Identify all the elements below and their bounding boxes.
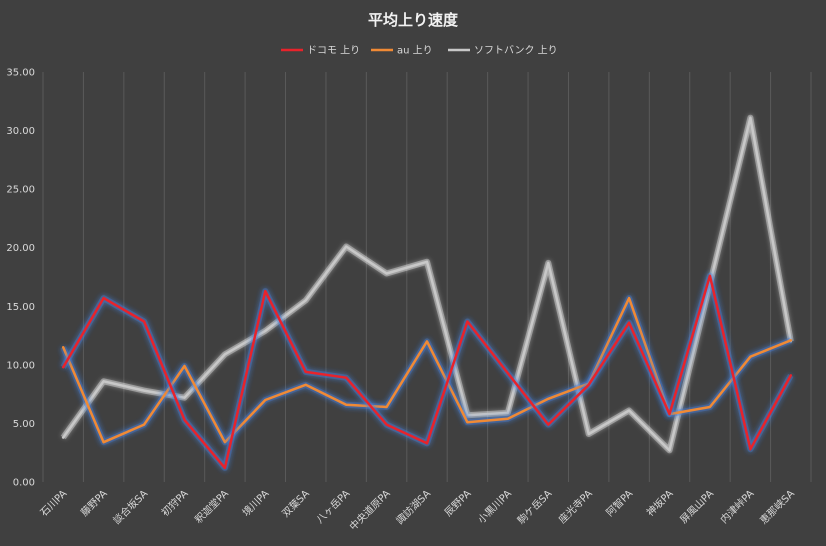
legend-item: ソフトバンク 上り: [448, 45, 558, 57]
x-tick-label: 阿智PA: [603, 487, 635, 519]
series-2: [60, 114, 794, 454]
x-tick-label: 中央道原PA: [347, 487, 393, 533]
y-tick-label: 30.00: [6, 126, 35, 137]
legend-item: au 上り: [371, 45, 433, 57]
x-tick-label: 座光寺PA: [556, 487, 595, 526]
y-tick-label: 25.00: [6, 185, 35, 196]
x-tick-label: 恵那峡SA: [757, 487, 797, 527]
legend: ドコモ 上り au 上り ソフトバンク 上り: [281, 45, 558, 57]
legend-item: ドコモ 上り: [281, 45, 360, 57]
y-tick-label: 15.00: [6, 302, 35, 313]
x-tick-label: 境川PA: [239, 487, 271, 519]
x-tick-label: 藤野PA: [78, 488, 109, 519]
y-axis-ticks: 0.00 5.00 10.00 15.00 20.00 25.00 30.00 35.00: [6, 68, 35, 489]
legend-label: au 上り: [397, 45, 433, 57]
y-tick-label: 35.00: [6, 68, 35, 79]
x-tick-label: 談合坂SA: [110, 487, 150, 527]
x-tick-label: 諏訪湖SA: [393, 487, 433, 527]
y-tick-label: 0.00: [13, 478, 35, 489]
x-tick-label: 辰野PA: [442, 488, 473, 519]
y-tick-label: 20.00: [6, 243, 35, 254]
x-tick-label: 双葉SA: [279, 487, 312, 520]
series-lines: [60, 114, 794, 471]
x-tick-label: 初狩PA: [159, 487, 191, 519]
series-0: [60, 272, 794, 471]
legend-label: ドコモ 上り: [307, 45, 360, 57]
chart-title: 平均上り速度: [368, 11, 459, 29]
x-tick-label: 釈迦堂PA: [192, 487, 231, 526]
x-axis-ticks: 石川PA 藤野PA 談合坂SA 初狩PA 釈迦堂PA 境川PA 双葉SA 八ヶ岳PA中央道原P…: [39, 487, 797, 533]
y-tick-label: 5.00: [13, 419, 35, 430]
x-tick-label: 屏風山PA: [678, 488, 716, 526]
x-tick-label: 八ヶ岳PA: [314, 488, 352, 526]
x-tick-label: 駒ケ岳SA: [515, 488, 554, 527]
gridlines: [42, 72, 812, 482]
x-tick-label: 石川PA: [39, 488, 70, 519]
legend-label: ソフトバンク 上り: [474, 45, 558, 57]
y-tick-label: 10.00: [6, 360, 35, 371]
series-line: [61, 116, 793, 452]
x-tick-label: 内津峠PA: [717, 487, 756, 526]
series-line: [61, 274, 793, 470]
x-tick-label: 神坂PA: [644, 487, 676, 519]
x-tick-label: 小黒川PA: [476, 488, 514, 526]
